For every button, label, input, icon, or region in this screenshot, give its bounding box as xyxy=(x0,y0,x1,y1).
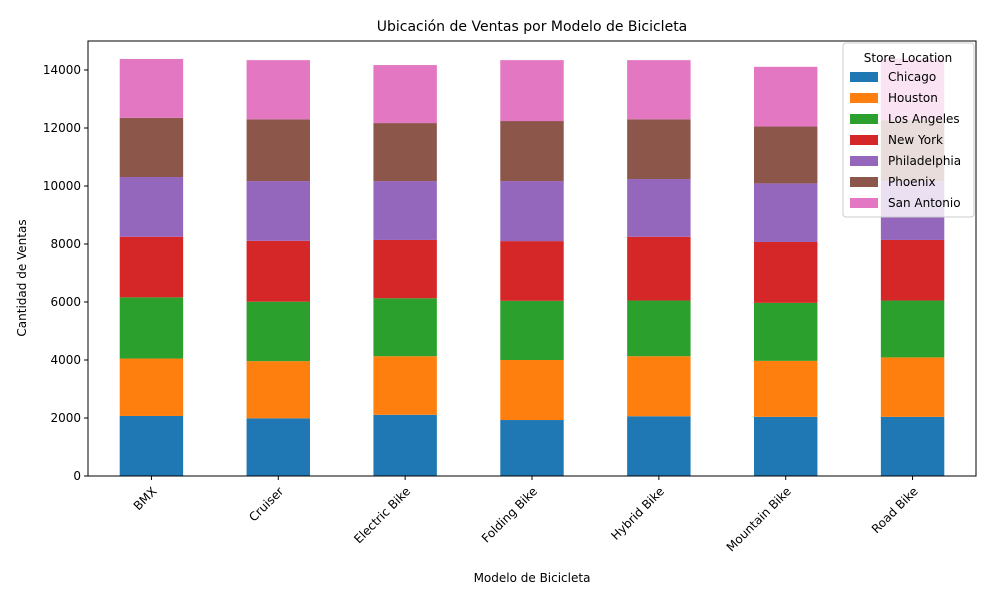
bar-segment-new-york xyxy=(373,239,437,299)
x-axis-label: Modelo de Bicicleta xyxy=(474,571,591,585)
bar-segment-los-angeles xyxy=(880,300,945,358)
legend-swatch-los-angeles xyxy=(850,114,878,124)
bar-segment-los-angeles xyxy=(246,301,310,362)
bar-segment-phoenix xyxy=(373,123,437,182)
legend-label-chicago: Chicago xyxy=(888,70,936,84)
x-tick-label: Road Bike xyxy=(869,484,921,536)
bar-segment-san-antonio xyxy=(627,60,691,120)
x-tick-label: Hybrid Bike xyxy=(608,484,667,543)
bar-segment-new-york xyxy=(627,236,691,301)
legend-swatch-chicago xyxy=(850,72,878,82)
bar-segment-chicago xyxy=(880,416,945,476)
legend-label-new-york: New York xyxy=(888,133,943,147)
legend-label-phoenix: Phoenix xyxy=(888,175,936,189)
bar-segment-houston xyxy=(627,356,691,417)
bar-segment-philadelphia xyxy=(373,181,437,240)
legend-label-houston: Houston xyxy=(888,91,938,105)
bar-segment-phoenix xyxy=(754,126,818,184)
x-tick-label: BMX xyxy=(131,484,160,513)
bar-segment-phoenix xyxy=(500,121,564,182)
bar-segment-los-angeles xyxy=(627,300,691,357)
bar-segment-houston xyxy=(880,357,945,417)
bar-segment-new-york xyxy=(119,236,184,298)
x-tick-label: Cruiser xyxy=(246,484,286,524)
bar-segment-philadelphia xyxy=(246,181,310,241)
legend-label-los-angeles: Los Angeles xyxy=(888,112,960,126)
bar-segment-chicago xyxy=(373,414,437,476)
bar-segment-los-angeles xyxy=(119,297,184,359)
x-tick-label: Electric Bike xyxy=(351,484,413,546)
y-tick-label: 12000 xyxy=(43,121,81,135)
y-axis-label: Cantidad de Ventas xyxy=(15,219,29,336)
x-tick-label: Folding Bike xyxy=(479,484,540,545)
chart-title: Ubicación de Ventas por Modelo de Bicicl… xyxy=(377,19,688,35)
bar-segment-san-antonio xyxy=(119,58,184,118)
bar-segment-houston xyxy=(246,361,310,419)
bar-segment-new-york xyxy=(880,239,945,301)
bar-segment-san-antonio xyxy=(246,60,310,120)
bar-segment-houston xyxy=(500,360,564,421)
y-tick-label: 0 xyxy=(73,469,81,483)
legend-swatch-phoenix xyxy=(850,177,878,187)
x-tick-label: Mountain Bike xyxy=(724,484,794,554)
legend-label-philadelphia: Philadelphia xyxy=(888,154,961,168)
bar-segment-new-york xyxy=(500,241,564,301)
legend-swatch-new-york xyxy=(850,135,878,145)
y-tick-label: 10000 xyxy=(43,179,81,193)
bar-segment-houston xyxy=(119,358,184,416)
y-tick-label: 6000 xyxy=(50,295,81,309)
bar-segment-houston xyxy=(754,360,818,417)
bar-segment-phoenix xyxy=(246,119,310,182)
legend-swatch-houston xyxy=(850,93,878,103)
bar-segment-philadelphia xyxy=(754,183,818,242)
bar-segment-new-york xyxy=(246,240,310,302)
legend-frame xyxy=(842,42,975,218)
bar-segment-philadelphia xyxy=(119,177,184,237)
legend-title: Store_Location xyxy=(864,51,952,65)
bar-segment-phoenix xyxy=(119,117,184,178)
bar-segment-chicago xyxy=(500,420,564,476)
bar-segment-san-antonio xyxy=(373,65,437,124)
bar-segment-chicago xyxy=(119,415,184,476)
bar-segment-los-angeles xyxy=(754,302,818,361)
bar-segment-philadelphia xyxy=(500,181,564,242)
bar-segment-san-antonio xyxy=(754,66,818,127)
legend-label-san-antonio: San Antonio xyxy=(888,196,961,210)
bar-segment-philadelphia xyxy=(627,179,691,237)
y-tick-label: 14000 xyxy=(43,63,81,77)
bar-segment-los-angeles xyxy=(500,300,564,360)
legend-swatch-san-antonio xyxy=(850,198,878,208)
bar-segment-chicago xyxy=(246,418,310,476)
legend: Store_Location Chicago Houston Los Angeles… xyxy=(842,42,975,218)
bar-segment-los-angeles xyxy=(373,298,437,357)
y-tick-label: 4000 xyxy=(50,353,81,367)
bar-segment-chicago xyxy=(754,416,818,476)
y-tick-label: 8000 xyxy=(50,237,81,251)
legend-swatch-philadelphia xyxy=(850,156,878,166)
bar-segment-new-york xyxy=(754,241,818,303)
bar-segment-houston xyxy=(373,356,437,415)
bar-segment-chicago xyxy=(627,416,691,476)
bar-segment-san-antonio xyxy=(500,60,564,122)
bars-layer xyxy=(119,58,945,476)
y-tick-label: 2000 xyxy=(50,411,81,425)
bar-segment-phoenix xyxy=(627,119,691,180)
